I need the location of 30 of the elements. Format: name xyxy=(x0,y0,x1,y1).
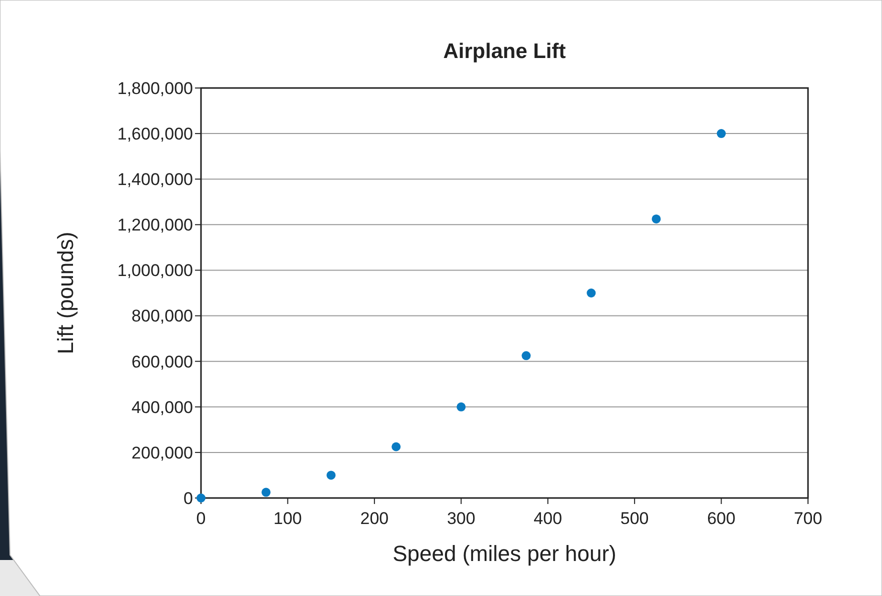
point xyxy=(392,442,401,452)
y-tick-label: 1,400,000 xyxy=(117,170,193,190)
x-tick-label: 100 xyxy=(274,509,302,528)
point xyxy=(652,214,661,224)
point xyxy=(716,129,726,138)
x-tick-label: 200 xyxy=(360,509,389,528)
y-tick-label: 600,000 xyxy=(132,352,193,372)
chart-title: Airplane Lift xyxy=(443,40,566,63)
y-tick-label: 1,000,000 xyxy=(117,261,193,280)
point xyxy=(586,288,596,298)
point xyxy=(262,488,271,497)
x-tick-label: 400 xyxy=(534,509,562,528)
x-tick-label: 700 xyxy=(794,509,822,528)
y-tick-label: 1,200,000 xyxy=(117,216,193,235)
point xyxy=(326,470,336,480)
x-axis-title: Speed (miles per hour) xyxy=(392,541,616,566)
x-tick-label: 300 xyxy=(446,509,476,528)
y-tick-label: 1,600,000 xyxy=(117,124,193,144)
point xyxy=(456,402,466,412)
y-tick-label: 400,000 xyxy=(132,398,193,417)
point xyxy=(196,494,206,502)
y-tick-label: 0 xyxy=(184,488,193,508)
point xyxy=(522,351,531,360)
y-tick-label: 800,000 xyxy=(132,306,193,326)
y-axis-title: Lift (pounds) xyxy=(53,232,78,354)
y-tick-label: 1,800,000 xyxy=(117,78,193,98)
x-tick-label: 500 xyxy=(620,509,649,528)
x-tick-label: 0 xyxy=(196,509,206,528)
y-tick-label: 200,000 xyxy=(132,443,193,462)
x-tick-label: 600 xyxy=(707,509,736,528)
